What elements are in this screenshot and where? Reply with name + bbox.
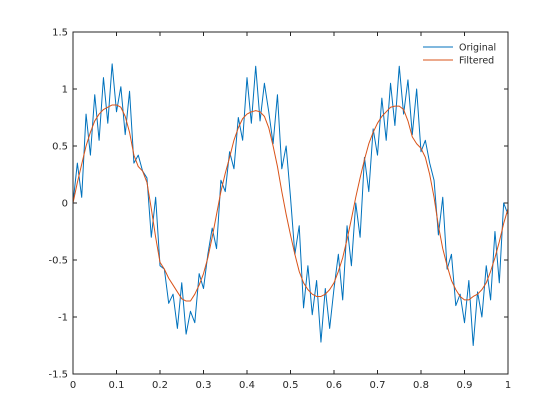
series-layer bbox=[72, 63, 509, 346]
y-tick-label: -0.5 bbox=[48, 256, 68, 267]
legend-label-original: Original bbox=[459, 43, 496, 54]
x-tick-label: 0.6 bbox=[326, 380, 342, 391]
y-axis: -1.5 -1 -0.5 0 0.5 1 1.5 bbox=[48, 28, 508, 381]
x-tick-label: 0.9 bbox=[457, 380, 473, 391]
x-tick-label: 0.1 bbox=[109, 380, 125, 391]
y-tick-label: 1 bbox=[62, 85, 68, 96]
x-tick-label: 0 bbox=[70, 380, 76, 391]
y-tick-label: -1 bbox=[58, 313, 68, 324]
x-tick-label: 0.7 bbox=[370, 380, 386, 391]
x-axis: 0 0.1 0.2 0.3 0.4 0.5 0.6 0.7 0.8 0.9 1 bbox=[70, 32, 511, 391]
legend-label-filtered: Filtered bbox=[459, 56, 494, 67]
x-tick-label: 0.5 bbox=[283, 380, 299, 391]
x-tick-label: 0.3 bbox=[196, 380, 212, 391]
legend-box bbox=[418, 38, 502, 68]
y-tick-label: 1.5 bbox=[52, 28, 68, 39]
y-tick-label: 0.5 bbox=[52, 142, 68, 153]
y-tick-label: 0 bbox=[62, 199, 68, 210]
legend: Original Filtered bbox=[418, 38, 502, 68]
x-tick-label: 0.2 bbox=[152, 380, 168, 391]
series-line-filtered bbox=[72, 104, 509, 302]
x-tick-label: 1 bbox=[505, 380, 511, 391]
x-tick-label: 0.8 bbox=[413, 380, 429, 391]
x-tick-label: 0.4 bbox=[239, 380, 255, 391]
series-line-original bbox=[72, 63, 509, 346]
y-tick-label: -1.5 bbox=[48, 370, 68, 381]
